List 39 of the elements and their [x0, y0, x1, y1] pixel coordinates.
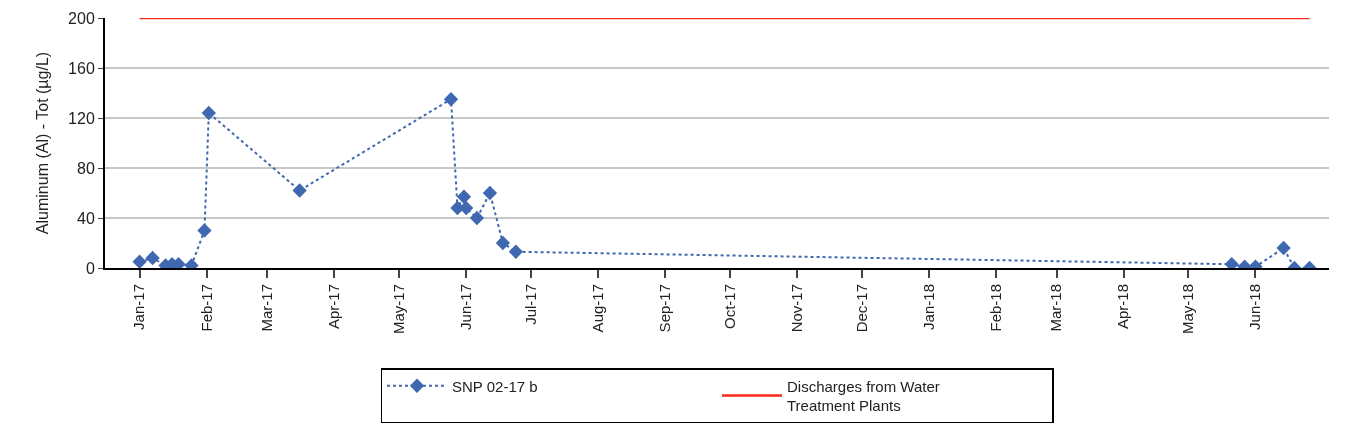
point: [469, 210, 485, 226]
x-tick-label: Mar-18: [1047, 284, 1065, 332]
x-tick-label: Jan-18: [919, 284, 937, 330]
x-tick-label: Jun-17: [457, 284, 475, 330]
point: [508, 244, 524, 259]
point: [201, 105, 216, 121]
point: [1276, 240, 1291, 256]
legend-label: Discharges from Water Treatment Plants: [787, 377, 940, 415]
x-tick-label: Dec-17: [852, 284, 870, 333]
x-tick-label: Apr-17: [325, 284, 343, 330]
x-tick-label: Oct-17: [720, 284, 738, 330]
x-tick-label: Sep-17: [655, 284, 673, 333]
y-tick-label: 80: [77, 159, 95, 177]
point: [443, 92, 459, 107]
point: [482, 185, 498, 201]
x-tick-label: Feb-18: [986, 284, 1004, 332]
point: [456, 189, 472, 204]
point: [495, 235, 511, 251]
x-tick-label: May-17: [389, 284, 407, 335]
x-tick-label: Jun-18: [1246, 284, 1264, 330]
y-tick-label: 40: [77, 209, 95, 227]
point: [132, 254, 147, 268]
y-tick-label: 120: [68, 109, 95, 127]
x-tick-label: Apr-18: [1114, 284, 1132, 330]
x-tick-label: May-18: [1179, 284, 1197, 335]
x-tick-label: Feb-17: [197, 284, 215, 332]
legend-label: SNP 02-17 b: [452, 377, 538, 395]
y-tick-label: 200: [68, 9, 95, 27]
x-tick-label: Aug-17: [588, 284, 606, 333]
x-tick-label: Mar-17: [258, 284, 276, 332]
x-tick-label: Jan-17: [130, 284, 148, 330]
point: [145, 250, 160, 266]
y-tick-label: 0: [85, 259, 95, 277]
point: [292, 183, 307, 198]
y-axis-title: Aluminum (Al) - Tot (µg/L): [34, 51, 52, 235]
x-tick-label: Jul-17: [521, 284, 539, 325]
x-tick-label: Nov-17: [787, 284, 805, 333]
y-tick-label: 160: [68, 59, 95, 77]
point: [197, 223, 212, 238]
